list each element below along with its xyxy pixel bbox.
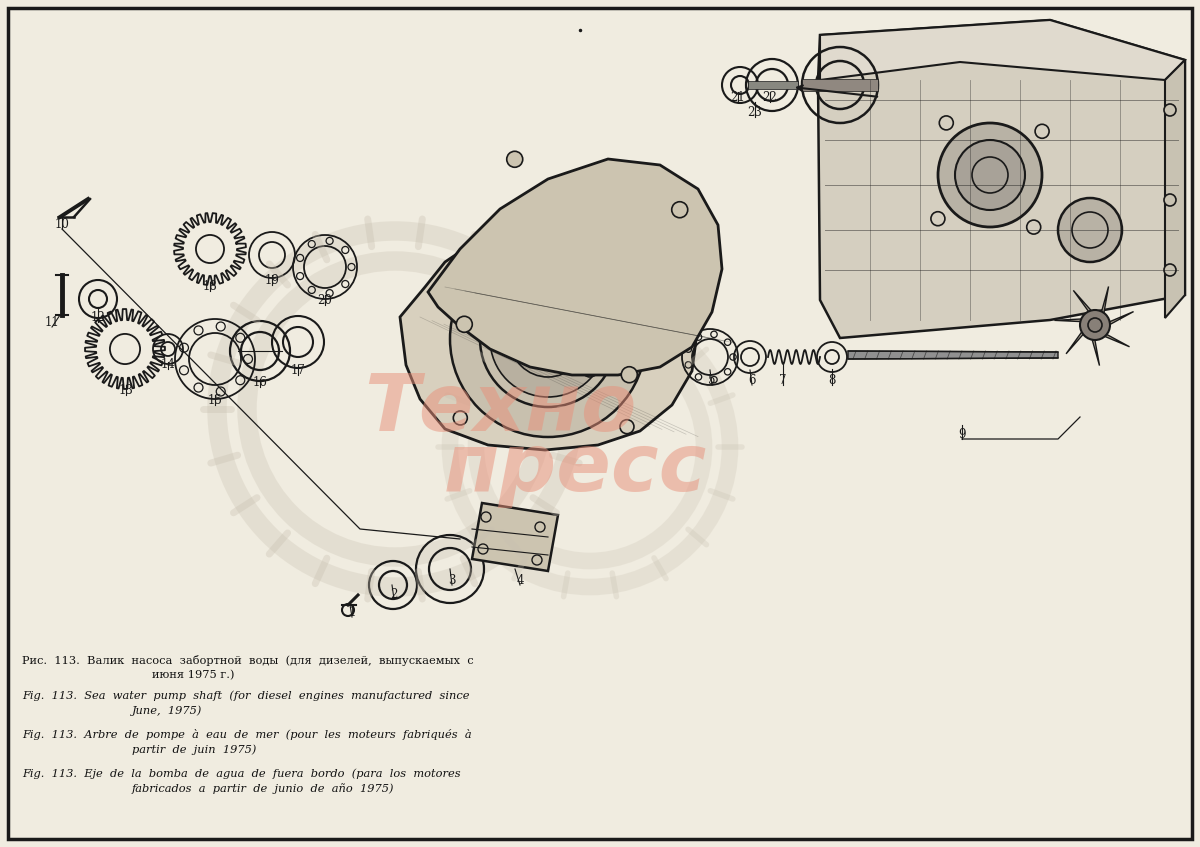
- Circle shape: [462, 244, 476, 258]
- Circle shape: [532, 555, 542, 565]
- Polygon shape: [1073, 291, 1096, 325]
- Text: 7: 7: [779, 374, 787, 387]
- Text: 2: 2: [390, 588, 397, 601]
- Text: partir  de  juin  1975): partir de juin 1975): [132, 744, 257, 755]
- Text: Техно: Техно: [364, 370, 636, 448]
- Polygon shape: [802, 79, 878, 91]
- Circle shape: [450, 241, 646, 437]
- Text: Fig.  113.  Arbre  de  pompe  à  eau  de  mer  (pour  les  moteurs  fabriqués  à: Fig. 113. Arbre de pompe à eau de mer (p…: [22, 729, 472, 740]
- Circle shape: [490, 281, 606, 397]
- Circle shape: [955, 140, 1025, 210]
- Polygon shape: [748, 81, 798, 89]
- Text: fabricados  a  partir  de  junio  de  año  1975): fabricados a partir de junio de año 1975…: [132, 783, 395, 794]
- Polygon shape: [1096, 325, 1129, 346]
- Text: Fig.  113.  Sea  water  pump  shaft  (for  diesel  engines  manufactured  since: Fig. 113. Sea water pump shaft (for dies…: [22, 690, 469, 700]
- Text: 20: 20: [318, 294, 332, 307]
- Text: июня 1975 г.): июня 1975 г.): [152, 670, 234, 680]
- Text: 10: 10: [54, 218, 70, 231]
- Text: 23: 23: [748, 106, 762, 119]
- Text: 18: 18: [203, 280, 217, 293]
- Polygon shape: [1055, 319, 1096, 325]
- Polygon shape: [1165, 60, 1186, 318]
- Text: 11: 11: [44, 316, 59, 329]
- Text: 8: 8: [828, 374, 835, 387]
- Circle shape: [490, 185, 654, 349]
- Circle shape: [1036, 125, 1049, 138]
- Text: 4: 4: [516, 574, 523, 587]
- Polygon shape: [820, 20, 1186, 80]
- Circle shape: [506, 152, 523, 167]
- Polygon shape: [1092, 325, 1099, 366]
- Circle shape: [938, 123, 1042, 227]
- Text: 5: 5: [708, 374, 715, 387]
- Circle shape: [1164, 194, 1176, 206]
- Text: 14: 14: [161, 358, 175, 371]
- Text: 1: 1: [348, 606, 355, 619]
- Circle shape: [481, 512, 491, 522]
- Text: 16: 16: [252, 376, 268, 389]
- Text: 12: 12: [91, 311, 106, 324]
- Circle shape: [931, 212, 944, 225]
- Polygon shape: [818, 20, 1186, 338]
- Text: 15: 15: [208, 394, 222, 407]
- Polygon shape: [848, 351, 1058, 359]
- Circle shape: [629, 253, 643, 267]
- Circle shape: [456, 316, 473, 332]
- Circle shape: [454, 411, 467, 425]
- Circle shape: [523, 314, 574, 364]
- Circle shape: [1027, 220, 1040, 234]
- Circle shape: [940, 116, 953, 130]
- Polygon shape: [1096, 312, 1134, 325]
- Polygon shape: [472, 503, 558, 571]
- Text: 9: 9: [959, 428, 966, 441]
- Polygon shape: [428, 159, 722, 375]
- Circle shape: [622, 367, 637, 383]
- Circle shape: [1164, 104, 1176, 116]
- Text: June,  1975): June, 1975): [132, 705, 203, 716]
- Polygon shape: [1096, 286, 1109, 325]
- Circle shape: [1080, 310, 1110, 340]
- Circle shape: [530, 225, 614, 309]
- Text: Fig.  113.  Eje  de  la  bomba  de  agua  de  fuera  bordo  (para  los  motores: Fig. 113. Eje de la bomba de agua de fue…: [22, 768, 461, 778]
- Circle shape: [535, 522, 545, 532]
- Text: 19: 19: [264, 274, 280, 287]
- Text: 21: 21: [731, 91, 745, 104]
- Circle shape: [1058, 198, 1122, 262]
- Text: 6: 6: [749, 374, 756, 387]
- Text: 17: 17: [290, 364, 306, 377]
- Polygon shape: [1066, 325, 1096, 354]
- Text: пресс: пресс: [443, 430, 707, 508]
- Text: 22: 22: [763, 91, 778, 104]
- Circle shape: [672, 202, 688, 218]
- Circle shape: [1164, 264, 1176, 276]
- Text: 3: 3: [449, 574, 456, 587]
- Text: 13: 13: [119, 384, 133, 397]
- Polygon shape: [400, 212, 698, 450]
- Text: Рис.  113.  Валик  насоса  забортной  воды  (для  дизелей,  выпускаемых  с: Рис. 113. Валик насоса забортной воды (д…: [22, 655, 474, 666]
- Circle shape: [620, 420, 634, 434]
- Circle shape: [478, 544, 488, 554]
